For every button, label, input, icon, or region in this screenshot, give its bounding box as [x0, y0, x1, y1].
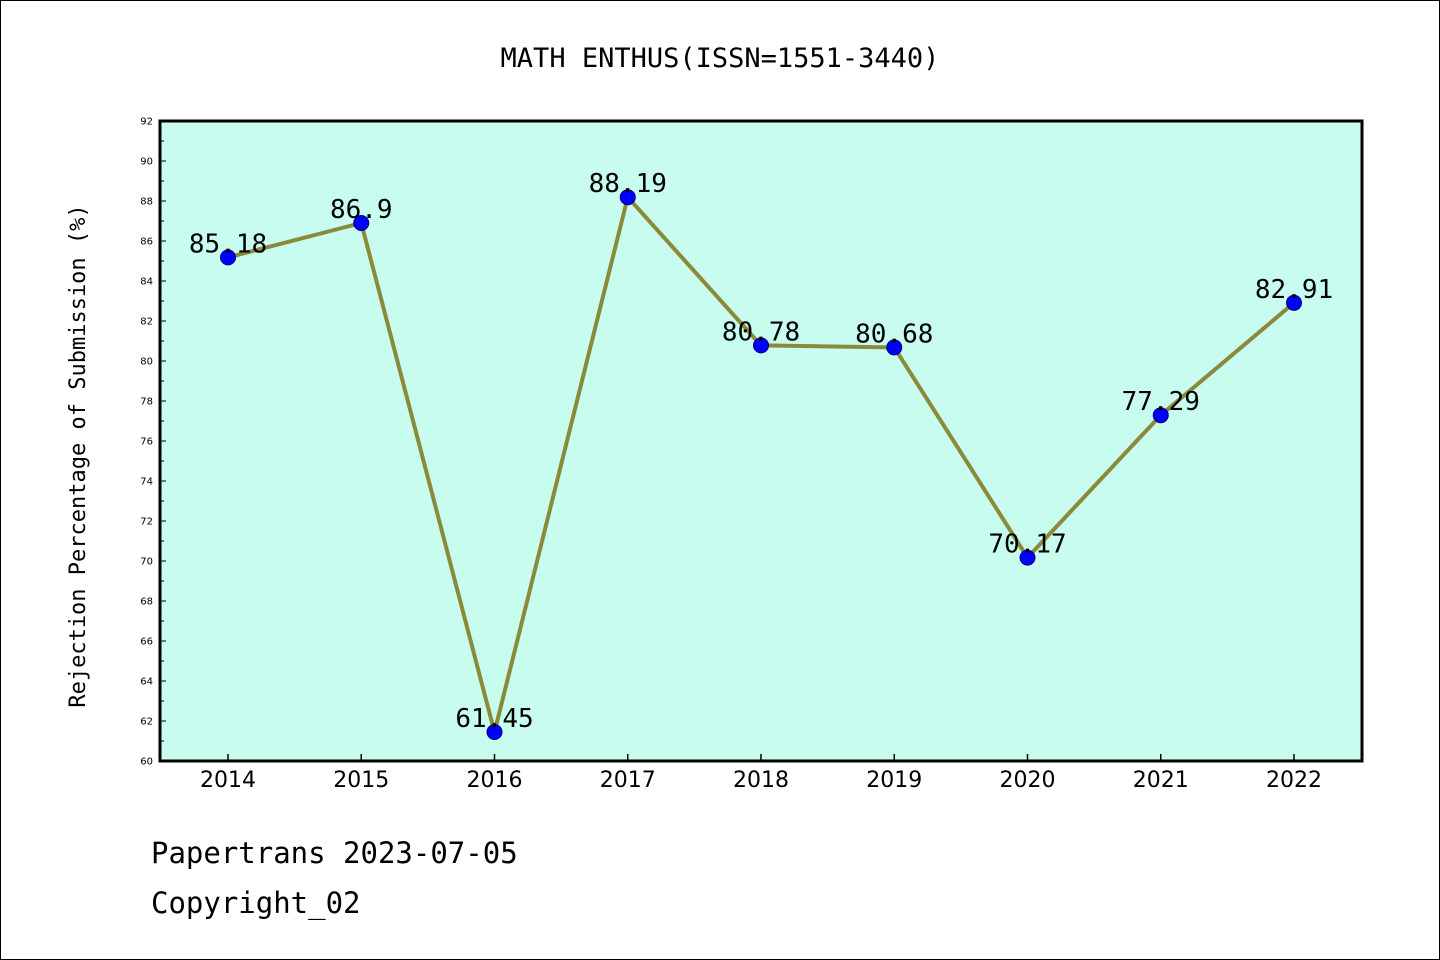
y-tick-label: 78: [140, 397, 153, 408]
data-point: [1152, 407, 1169, 424]
data-point: [1286, 294, 1302, 311]
x-tick-label: 2015: [333, 768, 389, 793]
y-tick-label: 86: [140, 237, 153, 248]
data-point: [1019, 549, 1036, 566]
series-group: 85.18 86.9 61.45 88.19 80.78 80.68 70.17 77.29 8…: [189, 169, 1333, 740]
x-tick-label: 2018: [733, 768, 789, 793]
x-tick-label: 2020: [1000, 768, 1056, 793]
footer-date: Papertrans 2023-07-05: [151, 836, 518, 870]
x-tick-label: 2014: [200, 768, 256, 793]
y-tick-label: 60: [140, 757, 153, 768]
data-point: [619, 189, 636, 206]
y-tick-label: 76: [140, 437, 153, 448]
data-label: 70.17: [988, 530, 1066, 560]
x-tick-label: 2021: [1133, 768, 1189, 793]
x-tick-label: 2022: [1266, 768, 1322, 793]
data-label: 61.45: [455, 704, 533, 734]
y-tick-label: 90: [140, 157, 153, 168]
data-point: [353, 215, 370, 231]
y-axis-ticks: 60 62 64 66 68 70 72 74 76 78 80 82 84 86 88 90 92: [140, 117, 166, 768]
data-point: [486, 724, 503, 740]
y-tick-label: 72: [140, 517, 153, 528]
y-tick-label: 70: [140, 557, 153, 568]
x-tick-label: 2019: [866, 768, 922, 793]
y-tick-label: 74: [140, 477, 153, 488]
data-point: [886, 339, 903, 356]
data-label: 85.18: [189, 229, 267, 259]
y-tick-label: 82: [140, 317, 153, 328]
data-label: 88.19: [589, 169, 667, 199]
y-tick-label: 64: [140, 677, 153, 688]
y-tick-label: 66: [140, 637, 153, 648]
x-axis-ticks: 2014 2015 2016 2017 2018 2019 2020 2021 2022: [200, 754, 1322, 793]
data-label: 82.91: [1255, 275, 1333, 305]
y-tick-label: 92: [140, 117, 153, 128]
data-label: 80.78: [722, 317, 800, 347]
y-tick-label: 62: [140, 717, 153, 728]
y-tick-label: 68: [140, 597, 153, 608]
x-tick-label: 2016: [467, 768, 523, 793]
x-tick-label: 2017: [600, 768, 656, 793]
y-tick-label: 84: [140, 277, 153, 288]
data-point: [753, 337, 769, 354]
y-tick-label: 88: [140, 197, 153, 208]
footer-copyright: Copyright_02: [151, 886, 361, 920]
y-tick-label: 80: [140, 357, 153, 368]
data-label: 86.9: [330, 195, 393, 225]
chart-title: MATH ENTHUS(ISSN=1551-3440): [501, 43, 940, 74]
data-label: 80.68: [855, 319, 933, 349]
data-point: [220, 249, 236, 266]
y-axis-label: Rejection Percentage of Submission (%): [66, 204, 91, 707]
data-label: 77.29: [1122, 387, 1200, 417]
